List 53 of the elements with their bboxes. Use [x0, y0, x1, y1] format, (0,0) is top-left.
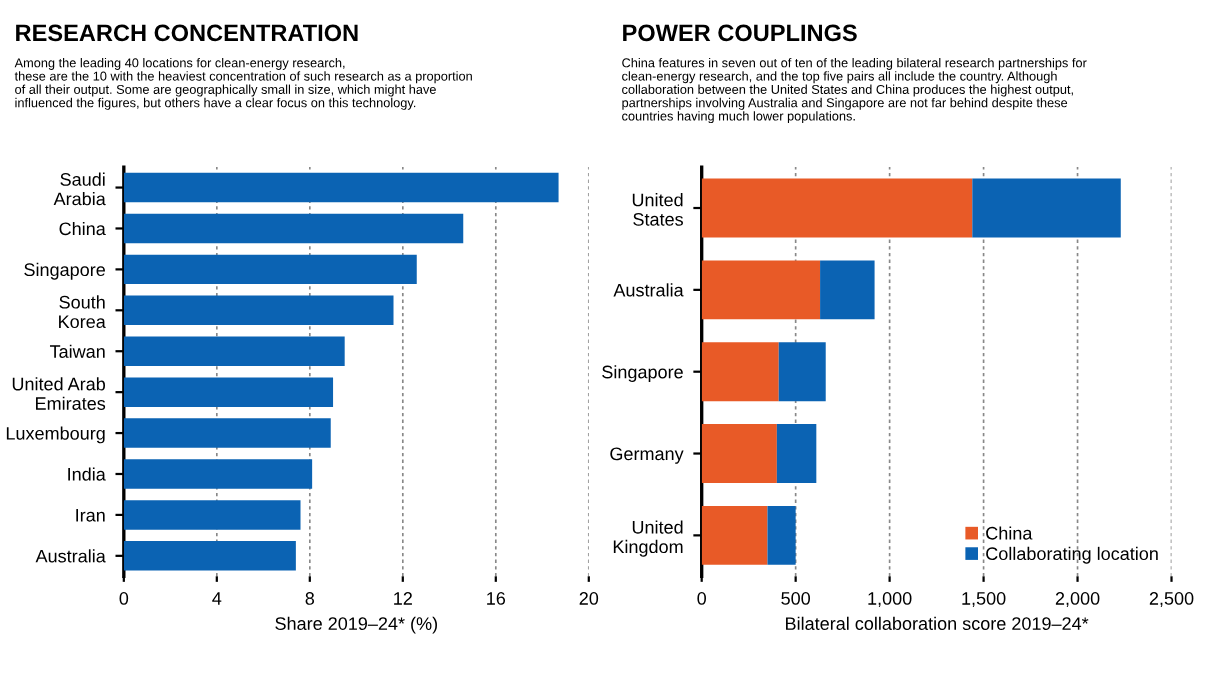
y-tick-label: Australia: [613, 283, 684, 297]
y-tick-label: Saudi Arabia: [53, 172, 106, 206]
bar: [123, 418, 331, 448]
x-tick-label: 1,000: [868, 592, 912, 607]
x-tick-label: 500: [781, 592, 811, 605]
legend-label: Collaborating location: [986, 546, 1158, 564]
y-tick-label: India: [68, 467, 106, 481]
x-tick-label: 12: [394, 592, 412, 605]
x-tick-label: 16: [487, 592, 506, 605]
x-tick-label: 0: [697, 592, 707, 605]
x-tick-label: 8: [305, 592, 315, 605]
bar: [701, 178, 973, 238]
bar: [778, 342, 826, 402]
bar: [701, 505, 768, 565]
x-tick-label: 1,500: [962, 592, 1006, 607]
bar: [123, 459, 313, 489]
y-tick-label: Germany: [610, 447, 684, 464]
y-tick-label: United Kingdom: [613, 520, 683, 557]
chart-title: POWER COUPLINGS: [623, 24, 857, 42]
x-tick-label: 0: [119, 592, 129, 605]
y-tick-label: United Arab Emirates: [12, 377, 106, 410]
bar: [776, 424, 817, 483]
y-tick-label: Luxembourg: [6, 426, 105, 444]
y-tick-label: Singapore: [24, 262, 105, 280]
bar: [701, 342, 779, 402]
bar: [123, 541, 296, 571]
x-axis-title: Bilateral collaboration score 2019–24*: [786, 616, 1089, 630]
x-tick-label: 2,000: [1055, 592, 1100, 607]
bar: [820, 260, 875, 320]
y-tick-label: Singapore: [602, 365, 683, 382]
y-tick-label: Iran: [76, 509, 105, 522]
bar: [123, 336, 345, 366]
x-tick-label: 20: [579, 592, 599, 605]
x-tick-label: 4: [212, 592, 222, 605]
y-tick-label: United States: [632, 193, 683, 226]
bar: [123, 172, 559, 203]
bar: [123, 377, 334, 407]
bar: [123, 295, 394, 326]
x-tick-label: 2,500: [1149, 592, 1194, 607]
bar: [767, 505, 796, 565]
chart-title: RESEARCH CONCENTRATION: [16, 24, 358, 42]
y-tick-label: China: [59, 221, 106, 236]
y-tick-label: Australia: [35, 549, 106, 563]
bar: [123, 254, 417, 285]
y-tick-label: Taiwan: [49, 344, 105, 358]
legend-label: China: [986, 526, 1033, 540]
bar: [701, 260, 821, 320]
bar: [123, 213, 464, 244]
bar: [972, 178, 1121, 238]
bar: [123, 500, 301, 530]
x-axis-title: Share 2019–24* (%): [275, 616, 437, 634]
bar: [701, 424, 777, 483]
y-tick-label: South Korea: [59, 295, 106, 329]
